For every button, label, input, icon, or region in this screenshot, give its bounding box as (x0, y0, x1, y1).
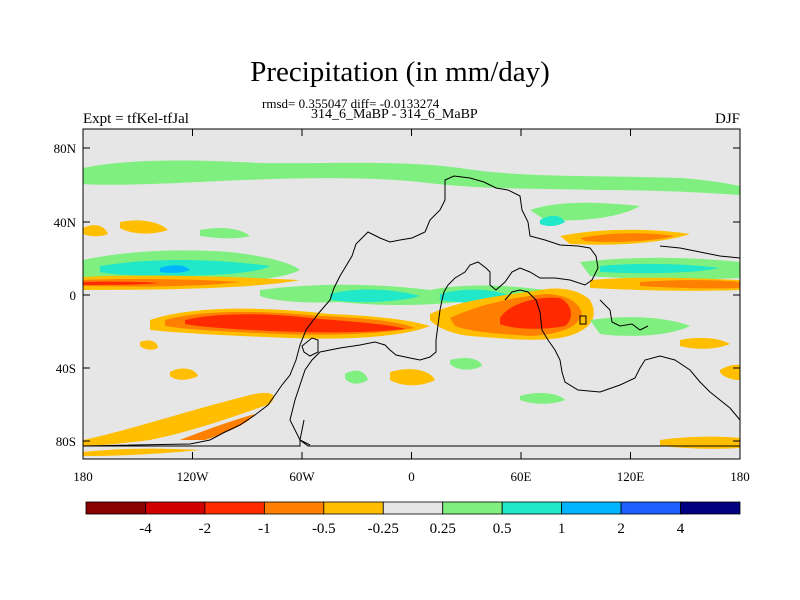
legend-swatch (501, 501, 563, 515)
lat-tick-label: 80S (56, 434, 76, 449)
stats-line: rmsd= 0.355047 diff= -0.0133274 (262, 96, 440, 111)
lat-tick-label: 0 (70, 288, 77, 303)
legend-swatch (382, 501, 444, 515)
legend-label: 4 (677, 521, 685, 537)
plot-title: Precipitation (in mm/day) (250, 56, 550, 88)
experiment-label: Expt = tfKel-tfJal (83, 111, 189, 127)
lon-tick-label: 120E (617, 469, 645, 484)
lon-tick-label: 180 (73, 469, 93, 484)
legend-swatch (442, 501, 503, 515)
legend-swatch (204, 501, 265, 515)
lon-tick-label: 180 (730, 469, 750, 484)
legend-label: -1 (258, 521, 271, 537)
lat-tick-label: 40S (56, 361, 76, 376)
coastlines (82, 175, 741, 447)
legend-label: -0.25 (368, 521, 399, 537)
legend-swatch (85, 501, 146, 515)
color-legend: -4 -2 -1 -0.5 -0.25 0.25 0.5 1 2 4 (85, 501, 741, 537)
legend-swatch (145, 501, 206, 515)
legend-label: 2 (617, 521, 625, 537)
lon-tick-label: 60W (289, 469, 315, 484)
lon-tick-label: 60E (511, 469, 532, 484)
legend-label: -2 (199, 521, 212, 537)
latitude-axis: 80N 40N 0 40S 80S (54, 141, 740, 449)
legend-label: -4 (139, 521, 152, 537)
season-label: DJF (714, 111, 740, 127)
lat-tick-label: 40N (54, 215, 77, 230)
lon-tick-label: 120W (177, 469, 210, 484)
legend-label: -0.5 (312, 521, 336, 537)
legend-label: 1 (558, 521, 566, 537)
legend-swatch (561, 501, 622, 515)
lon-tick-label: 0 (408, 469, 415, 484)
legend-swatch (263, 501, 325, 515)
precip-field (83, 160, 740, 456)
longitude-axis: 180 120W 60W 0 60E 120E 180 (73, 129, 750, 484)
cases-line: 314_6_MaBP - 314_6_MaBP (311, 107, 478, 122)
legend-swatch (323, 501, 384, 515)
legend-swatch (680, 501, 741, 515)
legend-label: 0.25 (430, 521, 456, 537)
lat-tick-label: 80N (54, 141, 77, 156)
legend-swatch (620, 501, 681, 515)
legend-label: 0.5 (493, 521, 512, 537)
